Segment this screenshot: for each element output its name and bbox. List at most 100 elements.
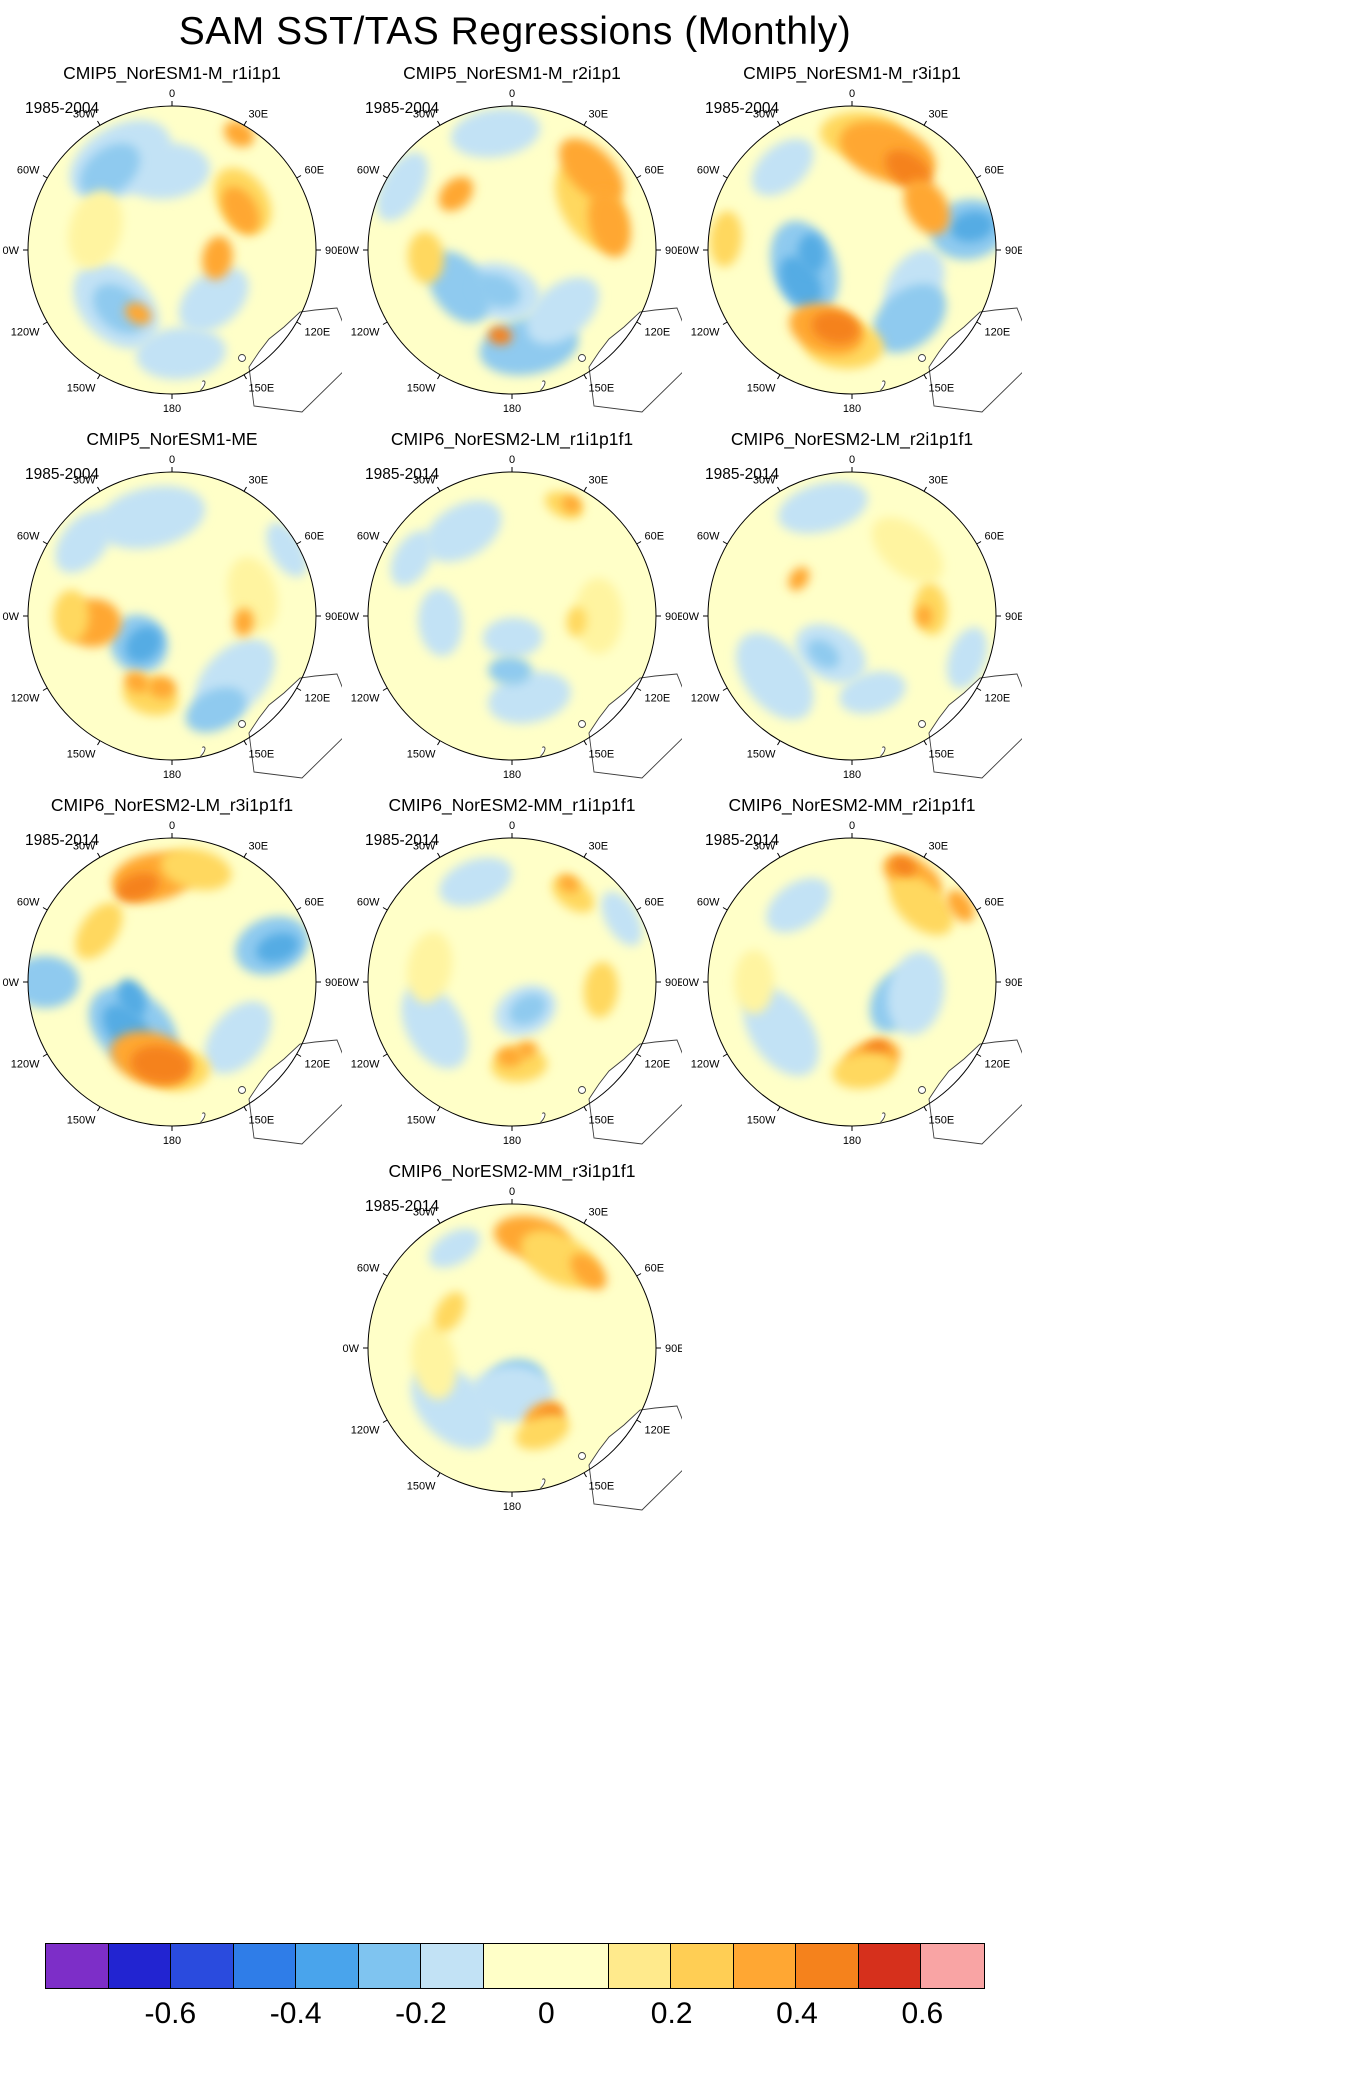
longitude-tick — [42, 687, 48, 691]
longitude-tick — [437, 486, 441, 492]
longitude-label: 60E — [305, 531, 325, 543]
field-blob — [734, 950, 775, 1014]
longitude-label: 60W — [357, 1263, 380, 1275]
longitude-label: 90W — [342, 611, 360, 623]
coastlines — [538, 1004, 682, 1145]
longitude-tick — [296, 1053, 302, 1057]
field-blob — [488, 656, 533, 685]
field-blob — [124, 671, 150, 693]
longitude-tick — [636, 907, 642, 911]
longitude-label: 60W — [697, 531, 720, 543]
tasmania-coast — [578, 720, 586, 728]
longitude-label: 120E — [985, 1059, 1011, 1071]
field-blob — [117, 979, 147, 1018]
longitude-label: 150W — [407, 749, 436, 761]
panel-grid: CMIP5_NorESM1-M_r1i1p1 1985-2004 0 30E 60E… — [0, 58, 1030, 1522]
field-blob — [68, 190, 123, 269]
australia-coast — [248, 307, 342, 413]
longitude-label: 90E — [325, 611, 342, 623]
longitude-tick — [382, 321, 388, 325]
regression-field — [28, 848, 310, 1091]
longitude-tick — [777, 120, 781, 126]
field-blob — [148, 676, 176, 699]
longitude-label: 180 — [503, 769, 521, 781]
longitude-label: 30W — [413, 1207, 436, 1219]
tasmania-coast — [918, 354, 926, 362]
field-blob — [574, 578, 623, 654]
longitude-tick — [437, 1472, 441, 1478]
longitude-label: 120E — [305, 693, 331, 705]
longitude-label: 0 — [169, 820, 175, 832]
longitude-tick — [976, 321, 982, 325]
longitude-label: 90W — [342, 1343, 360, 1355]
field-blob — [515, 1041, 538, 1058]
longitude-label: 90W — [2, 245, 20, 257]
longitude-tick — [777, 486, 781, 492]
field-blob — [509, 993, 547, 1026]
longitude-tick — [437, 120, 441, 126]
panel-title: CMIP5_NorESM1-M_r2i1p1 — [403, 63, 621, 83]
longitude-label: 120E — [985, 327, 1011, 339]
longitude-label: 90E — [665, 611, 682, 623]
longitude-label: 0 — [169, 88, 175, 100]
longitude-label: 90W — [2, 611, 20, 623]
field-blob — [601, 891, 643, 946]
longitude-label: 0 — [509, 454, 515, 466]
longitude-tick — [243, 740, 247, 746]
longitude-tick — [243, 1106, 247, 1112]
longitude-label: 120W — [691, 327, 720, 339]
panel-period-label: 1985-2014 — [25, 832, 100, 849]
panel-title: CMIP6_NorESM2-LM_r1i1p1f1 — [390, 429, 634, 449]
longitude-label: 60W — [357, 531, 380, 543]
longitude-tick — [382, 907, 388, 911]
longitude-label: 90E — [325, 977, 342, 989]
longitude-label: 30E — [589, 109, 609, 121]
longitude-label: 90W — [342, 977, 360, 989]
colorbar-segment — [483, 1944, 609, 1988]
longitude-label: 120W — [691, 1059, 720, 1071]
longitude-label: 30W — [73, 841, 96, 853]
panel-title: CMIP6_NorESM2-LM_r3i1p1f1 — [50, 795, 294, 815]
longitude-label: 60E — [645, 531, 665, 543]
longitude-tick — [923, 374, 927, 380]
longitude-label: 60E — [645, 1263, 665, 1275]
longitude-label: 120W — [11, 327, 40, 339]
longitude-label: 90W — [682, 245, 700, 257]
longitude-label: 60W — [357, 897, 380, 909]
longitude-tick — [777, 374, 781, 380]
longitude-tick — [923, 486, 927, 492]
longitude-label: 90E — [665, 1343, 682, 1355]
longitude-label: 60W — [17, 897, 40, 909]
field-blob — [473, 273, 521, 308]
longitude-label: 30E — [249, 109, 269, 121]
longitude-tick — [722, 175, 728, 179]
panel-period-label: 1985-2014 — [705, 832, 780, 849]
longitude-label: 0 — [849, 454, 855, 466]
longitude-tick — [976, 175, 982, 179]
field-blob — [735, 632, 814, 720]
longitude-tick — [976, 907, 982, 911]
longitude-label: 120E — [985, 693, 1011, 705]
longitude-label: 180 — [503, 403, 521, 415]
longitude-label: 90W — [682, 611, 700, 623]
field-blob — [438, 176, 474, 212]
longitude-tick — [97, 120, 101, 126]
longitude-tick — [976, 541, 982, 545]
longitude-tick — [722, 907, 728, 911]
longitude-label: 150E — [589, 1481, 615, 1493]
longitude-tick — [382, 687, 388, 691]
longitude-label: 60W — [17, 531, 40, 543]
longitude-label: 60E — [645, 165, 665, 177]
longitude-tick — [583, 1472, 587, 1478]
longitude-tick — [636, 1053, 642, 1057]
colorbar-segment — [296, 1944, 359, 1988]
longitude-tick — [976, 1053, 982, 1057]
longitude-label: 150W — [747, 1115, 776, 1127]
polar-map: 0 30E 60E 90E 120E 150E 180 150W 120W 90W 60W 30W — [342, 88, 682, 415]
field-blob — [401, 984, 469, 1069]
field-blob — [427, 251, 491, 324]
coastlines — [878, 272, 1022, 413]
longitude-label: 30W — [753, 109, 776, 121]
longitude-tick — [583, 852, 587, 858]
longitude-tick — [382, 175, 388, 179]
